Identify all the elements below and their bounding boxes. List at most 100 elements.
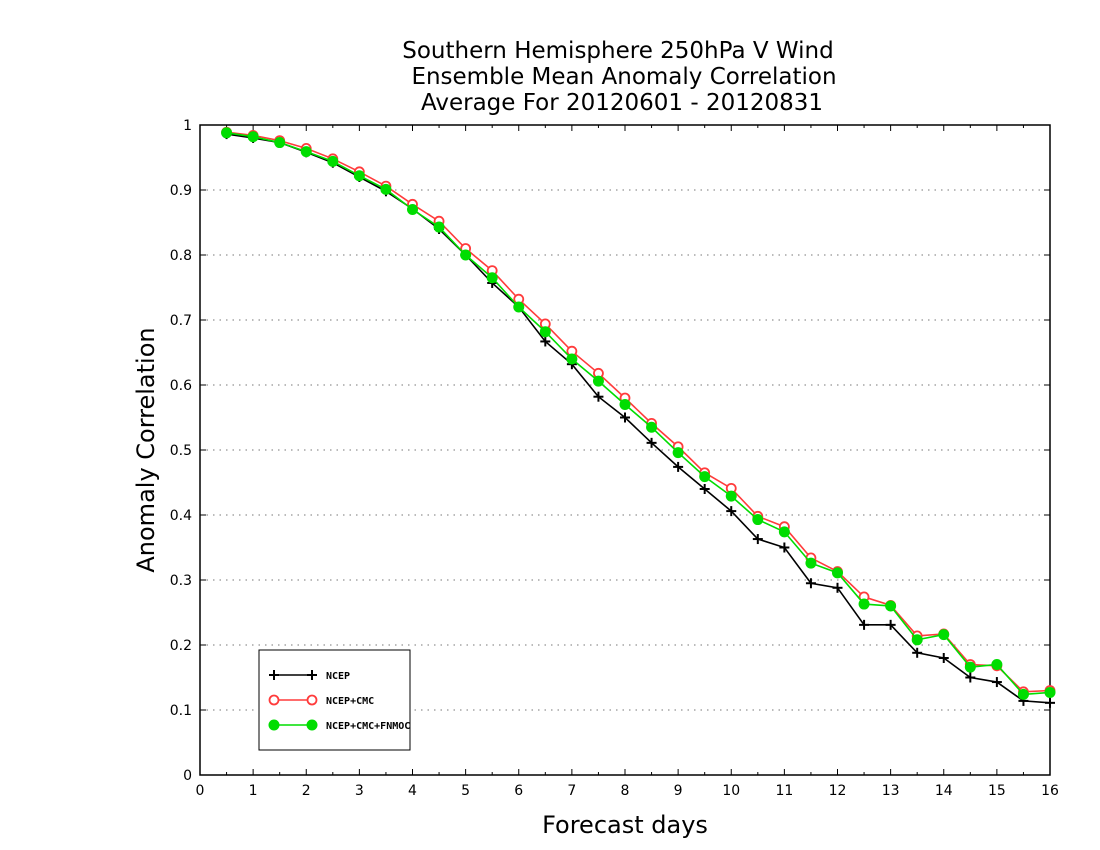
- series-3-point: [353, 170, 365, 182]
- series-3-point: [327, 155, 339, 167]
- series-3-point: [646, 421, 658, 433]
- x-tick-label: 9: [674, 783, 683, 799]
- y-tick-label: 0.7: [170, 313, 192, 329]
- series-3-point: [566, 353, 578, 365]
- series-2-line: [226, 131, 1051, 693]
- grid: [200, 189, 1050, 711]
- series-1-point: [1045, 697, 1055, 708]
- y-tick-label: 0.9: [170, 183, 192, 199]
- series-3-point: [221, 127, 233, 139]
- y-tick-label: 0.5: [170, 443, 192, 459]
- x-tick-label: 7: [567, 783, 576, 799]
- series-3: [221, 127, 1056, 700]
- series-3-point: [752, 514, 764, 526]
- series-3-point: [1044, 686, 1056, 698]
- series-3-point: [380, 183, 392, 195]
- x-tick-label: 16: [1041, 783, 1059, 799]
- x-tick-label: 10: [722, 783, 740, 799]
- series-1-point: [859, 619, 870, 630]
- series-1-point: [991, 677, 1002, 688]
- series-3-point: [911, 634, 923, 646]
- x-tick-label: 13: [882, 783, 900, 799]
- y-tick-label: 0.3: [170, 573, 192, 589]
- series-3-point: [885, 600, 897, 612]
- title-line-2: Ensemble Mean Anomaly Correlation: [411, 64, 836, 90]
- series-1-point: [805, 578, 816, 589]
- x-tick-label: 6: [514, 783, 523, 799]
- series-1-point: [938, 653, 949, 663]
- y-axis-title: Anomaly Correlation: [132, 327, 160, 572]
- series-3-point: [433, 221, 445, 233]
- y-tick-label: 0: [183, 768, 192, 784]
- series-layer: [221, 126, 1056, 708]
- series-1-point: [885, 619, 896, 630]
- series-1-point: [965, 672, 976, 683]
- series-3-point: [832, 567, 843, 579]
- series-3-point: [991, 659, 1003, 670]
- series-1-point: [673, 461, 684, 472]
- x-tick-label: 11: [775, 783, 793, 799]
- series-3-point: [938, 629, 950, 641]
- series-3-point: [513, 301, 525, 313]
- series-3-point: [964, 661, 976, 673]
- series-3-point: [592, 375, 604, 387]
- legend-label: NCEP+CMC: [326, 696, 374, 707]
- x-tick-label: 15: [988, 783, 1006, 799]
- series-2: [221, 126, 1056, 698]
- x-tick-label: 1: [249, 783, 258, 799]
- series-1-point: [779, 542, 790, 553]
- y-tick-label: 0.8: [170, 248, 192, 264]
- series-3-point: [486, 272, 498, 284]
- title-line-3: Average For 20120601 - 20120831: [421, 90, 823, 116]
- x-tick-label: 3: [355, 783, 364, 799]
- legend-marker-end: [306, 694, 318, 706]
- x-tick-label: 2: [302, 783, 311, 799]
- series-3-point: [1017, 688, 1029, 700]
- series-3-point: [619, 399, 631, 410]
- series-3-point: [858, 598, 870, 610]
- series-3-line: [226, 132, 1051, 696]
- y-tick-label: 0.1: [170, 703, 192, 719]
- series-3-point: [699, 471, 711, 483]
- series-1-point: [912, 647, 923, 658]
- series-1-line: [226, 133, 1051, 704]
- series-3-point: [805, 557, 817, 569]
- series-3-point: [725, 490, 737, 502]
- legend-marker-start: [268, 719, 280, 731]
- legend-marker-end: [307, 670, 317, 680]
- legend-label: NCEP: [326, 671, 350, 682]
- series-3-point: [300, 146, 312, 158]
- series-3-point: [274, 137, 286, 149]
- series-1-point: [646, 437, 657, 448]
- x-tick-label: 5: [461, 783, 470, 799]
- legend-label: NCEP+CMC+FNMOC: [326, 721, 410, 732]
- y-axis: 0 0.1 0.2 0.3 0.4 0.5 0.6 0.7 0.8 0.9 1: [170, 118, 1050, 784]
- x-tick-label: 12: [829, 783, 847, 799]
- y-tick-label: 0.4: [170, 508, 192, 524]
- series-3-point: [778, 526, 790, 538]
- x-tick-label: 4: [408, 783, 417, 799]
- x-tick-label: 0: [196, 783, 205, 799]
- series-3-point: [460, 249, 472, 261]
- y-tick-label: 0.2: [170, 638, 192, 654]
- series-1-point: [832, 582, 843, 593]
- series-1-point: [540, 336, 551, 347]
- x-axis: 0 1 2 3 4 5 6 7 8 9 10 11 12 13 14 15 16: [196, 125, 1059, 799]
- x-axis-title: Forecast days: [542, 811, 708, 839]
- title-line-1: Southern Hemisphere 250hPa V Wind: [402, 38, 833, 64]
- legend-marker-end: [306, 719, 318, 731]
- x-tick-label: 14: [935, 783, 953, 799]
- y-tick-label: 1: [183, 118, 192, 134]
- legend-marker-start: [268, 694, 280, 706]
- series-1: [221, 129, 1055, 708]
- legend-marker-start: [269, 670, 279, 680]
- series-1-point: [726, 506, 737, 517]
- y-tick-label: 0.6: [170, 378, 192, 394]
- series-1-point: [620, 412, 630, 423]
- series-3-point: [247, 131, 259, 143]
- chart-title: Southern Hemisphere 250hPa V Wind Ensemb…: [402, 38, 836, 116]
- series-3-point: [672, 447, 684, 459]
- series-1-point: [699, 484, 710, 494]
- series-3-point: [407, 204, 418, 215]
